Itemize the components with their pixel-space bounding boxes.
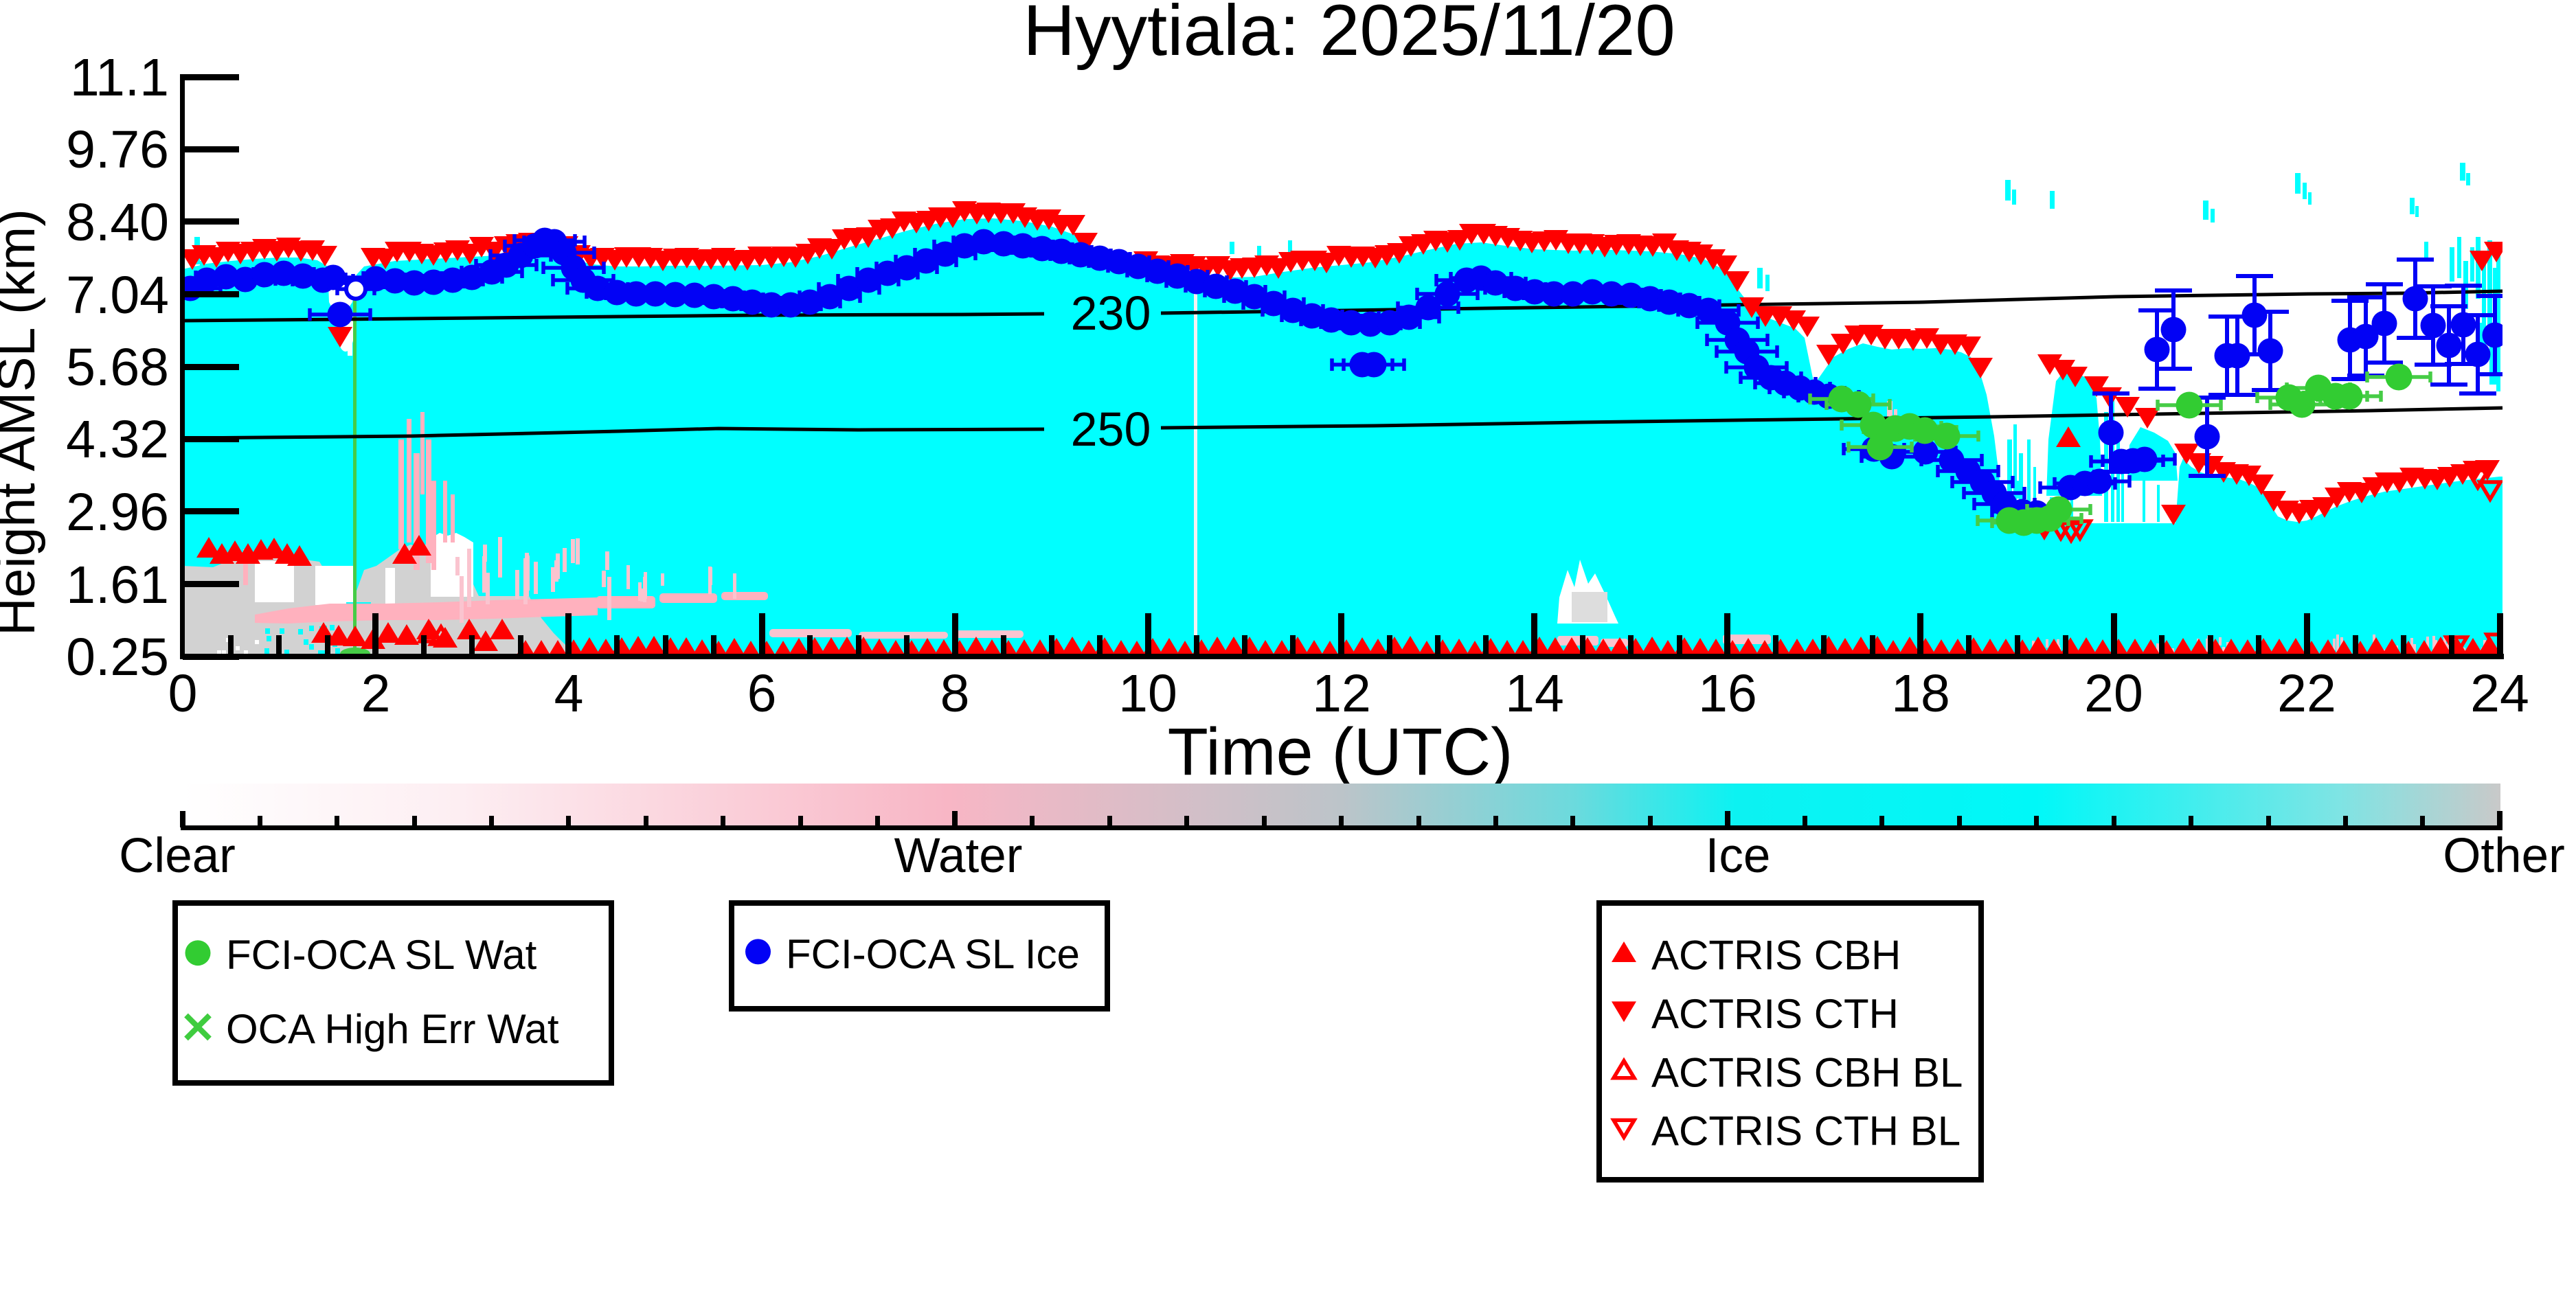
svg-text:12: 12 [1312,664,1371,723]
svg-text:FCI-OCA SL Ice: FCI-OCA SL Ice [786,931,1080,977]
svg-text:7.04: 7.04 [66,266,169,325]
svg-text:5.68: 5.68 [66,338,169,397]
svg-text:250: 250 [1071,402,1151,456]
svg-text:ACTRIS CBH: ACTRIS CBH [1651,933,1901,979]
svg-text:Height AMSL (km): Height AMSL (km) [0,209,46,636]
svg-text:Other: Other [2443,829,2565,883]
svg-text:6: 6 [747,664,777,723]
svg-text:2.96: 2.96 [66,483,169,542]
svg-text:Time (UTC): Time (UTC) [1168,714,1513,789]
svg-text:10: 10 [1118,664,1177,723]
svg-text:Hyytiala: 2025/11/20: Hyytiala: 2025/11/20 [1023,0,1675,71]
svg-text:0: 0 [168,664,198,723]
svg-text:20: 20 [2084,664,2143,723]
svg-text:ACTRIS CBH BL: ACTRIS CBH BL [1651,1049,1963,1095]
svg-text:FCI-OCA SL Wat: FCI-OCA SL Wat [226,932,537,978]
svg-text:ACTRIS CTH: ACTRIS CTH [1651,991,1899,1037]
svg-text:4: 4 [554,664,584,723]
svg-text:ACTRIS CTH BL: ACTRIS CTH BL [1651,1108,1961,1154]
svg-text:11.1: 11.1 [70,48,169,107]
svg-text:14: 14 [1505,664,1564,723]
svg-text:8.40: 8.40 [66,193,169,252]
svg-text:9.76: 9.76 [66,120,169,179]
svg-text:16: 16 [1698,664,1757,723]
svg-text:22: 22 [2277,664,2336,723]
svg-text:OCA High Err Wat: OCA High Err Wat [226,1006,559,1052]
svg-text:24: 24 [2470,664,2529,723]
svg-text:Water: Water [894,829,1023,883]
svg-text:2: 2 [361,664,391,723]
svg-text:230: 230 [1071,286,1151,340]
svg-text:0.25: 0.25 [66,628,169,687]
svg-text:Ice: Ice [1706,829,1771,883]
svg-text:4.32: 4.32 [66,410,169,469]
svg-text:8: 8 [940,664,970,723]
svg-text:18: 18 [1891,664,1950,723]
svg-text:Clear: Clear [119,829,236,883]
svg-text:1.61: 1.61 [66,556,169,615]
